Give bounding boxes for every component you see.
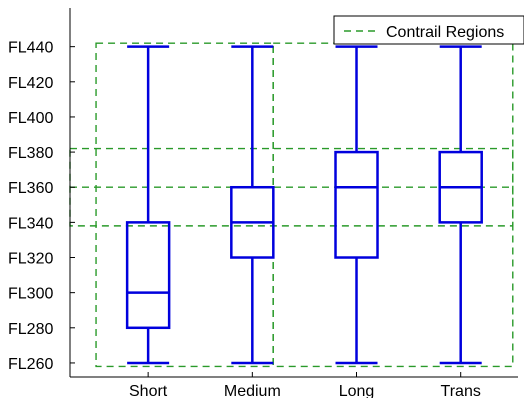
x-tick-label: Short bbox=[129, 383, 168, 398]
box-medium bbox=[230, 45, 275, 365]
x-tick-label: Long bbox=[339, 383, 375, 398]
y-tick-label: FL280 bbox=[8, 321, 53, 338]
y-tick-label: FL360 bbox=[8, 180, 53, 197]
y-tick-label: FL260 bbox=[8, 356, 53, 373]
y-tick-label: FL400 bbox=[8, 110, 53, 127]
contrail-regions bbox=[69, 42, 514, 368]
legend-box bbox=[333, 15, 524, 45]
box-long bbox=[334, 45, 379, 365]
y-tick-label: FL420 bbox=[8, 75, 53, 92]
box-trans bbox=[438, 45, 483, 365]
legend: Contrail Regions bbox=[333, 15, 524, 45]
y-tick-label: FL440 bbox=[8, 40, 53, 57]
x-axis-ticks: Short Medium Long Trans bbox=[129, 372, 481, 398]
axes bbox=[69, 8, 518, 378]
y-tick-label: FL320 bbox=[8, 251, 53, 268]
contrail-region-1 bbox=[95, 42, 274, 368]
x-tick-label: Trans bbox=[441, 383, 481, 398]
iqr-box bbox=[334, 150, 379, 259]
iqr-box bbox=[125, 221, 171, 330]
contrail-region-3 bbox=[272, 42, 514, 368]
box-short bbox=[125, 45, 171, 365]
y-tick-label: FL340 bbox=[8, 215, 53, 232]
box-series bbox=[125, 45, 483, 365]
y-tick-label: FL380 bbox=[8, 145, 53, 162]
legend-label: Contrail Regions bbox=[386, 24, 504, 41]
x-tick-label: Medium bbox=[224, 383, 281, 398]
y-tick-label: FL300 bbox=[8, 286, 53, 303]
y-axis-ticks: FL260 FL280 FL300 FL320 FL340 FL360 FL380 FL400… bbox=[8, 40, 75, 373]
